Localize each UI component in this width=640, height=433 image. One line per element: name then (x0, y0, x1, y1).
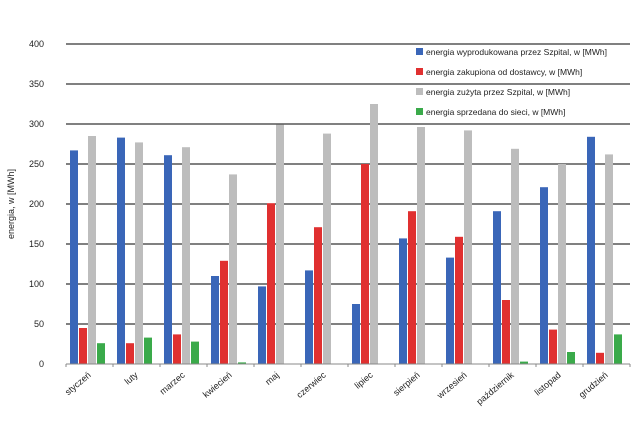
x-category-label: czerwiec (295, 370, 329, 400)
bar-series-2-2 (182, 147, 190, 364)
x-category-label: marzec (158, 370, 187, 397)
bar-series-3-10 (567, 352, 575, 364)
legend-label-3: energia sprzedana do sieci, w [MWh] (426, 107, 565, 117)
x-category-label: maj (263, 370, 281, 387)
bar-series-3-0 (97, 343, 105, 364)
y-tick-label: 350 (29, 79, 44, 89)
legend-label-1: energia zakupiona od dostawcy, w [MWh] (426, 67, 582, 77)
legend-label-2: energia zużyta przez Szpital, w [MWh] (426, 87, 570, 97)
bar-series-0-1 (117, 137, 125, 364)
bar-series-1-10 (549, 329, 557, 364)
bar-series-1-7 (408, 211, 416, 364)
bar-series-3-1 (144, 337, 152, 364)
y-tick-label: 250 (29, 159, 44, 169)
bar-series-2-8 (464, 130, 472, 364)
bar-series-2-0 (88, 136, 96, 364)
bar-series-1-9 (502, 300, 510, 364)
bar-series-0-0 (70, 150, 78, 364)
bar-series-0-5 (305, 270, 313, 364)
bar-series-0-10 (540, 187, 548, 364)
y-tick-label: 100 (29, 279, 44, 289)
bar-series-2-5 (323, 133, 331, 364)
bar-series-1-0 (79, 328, 87, 364)
bars (70, 86, 622, 365)
bar-series-1-8 (455, 236, 463, 364)
bar-series-1-11 (596, 352, 604, 364)
bar-series-2-10 (558, 164, 566, 364)
x-category-label: grudzień (577, 370, 610, 400)
x-category-label: luty (123, 370, 141, 387)
bar-series-1-6 (361, 164, 369, 364)
legend: energia wyprodukowana przez Szpital, w [… (410, 43, 632, 127)
bar-series-2-7 (417, 86, 425, 365)
bar-series-2-6 (370, 104, 378, 364)
y-axis-title: energia, w [MWh] (6, 169, 16, 239)
legend-swatch-2 (416, 88, 423, 95)
y-tick-label: 0 (39, 359, 44, 369)
x-category-label: kwiecień (201, 370, 234, 400)
bar-series-1-4 (267, 203, 275, 364)
legend-swatch-0 (416, 48, 423, 55)
bar-series-2-11 (605, 154, 613, 364)
bar-series-2-1 (135, 142, 143, 364)
gridlines (66, 43, 630, 325)
bar-series-0-11 (587, 136, 595, 364)
bar-series-1-1 (126, 343, 134, 364)
bar-series-0-6 (352, 304, 360, 364)
x-category-label: styczeń (63, 370, 93, 397)
bar-series-0-2 (164, 155, 172, 364)
x-category-label: listopad (533, 370, 563, 398)
legend-label-0: energia wyprodukowana przez Szpital, w [… (426, 47, 607, 57)
x-category-label: październik (474, 370, 516, 407)
bar-series-0-3 (211, 276, 219, 364)
bar-series-0-7 (399, 238, 407, 364)
bar-series-3-3 (238, 362, 246, 364)
y-tick-label: 150 (29, 239, 44, 249)
bar-series-0-8 (446, 257, 454, 364)
bar-series-3-11 (614, 334, 622, 364)
y-tick-label: 400 (29, 39, 44, 49)
x-category-label: lipiec (353, 370, 376, 391)
legend-swatch-1 (416, 68, 423, 75)
bar-series-0-4 (258, 286, 266, 364)
bar-series-2-9 (511, 148, 519, 364)
bar-series-2-4 (276, 124, 284, 364)
y-tick-label: 200 (29, 199, 44, 209)
bar-series-0-9 (493, 211, 501, 364)
y-tick-label: 300 (29, 119, 44, 129)
bar-series-3-9 (520, 361, 528, 364)
x-category-label: wrzesień (434, 370, 468, 401)
bar-series-1-2 (173, 334, 181, 364)
legend-swatch-3 (416, 108, 423, 115)
legend-background (410, 45, 632, 127)
bar-series-1-3 (220, 260, 228, 364)
bar-series-1-5 (314, 227, 322, 364)
y-tick-label: 50 (34, 319, 44, 329)
bar-series-3-2 (191, 341, 199, 364)
bar-series-2-3 (229, 174, 237, 364)
x-category-label: sierpień (391, 370, 422, 398)
